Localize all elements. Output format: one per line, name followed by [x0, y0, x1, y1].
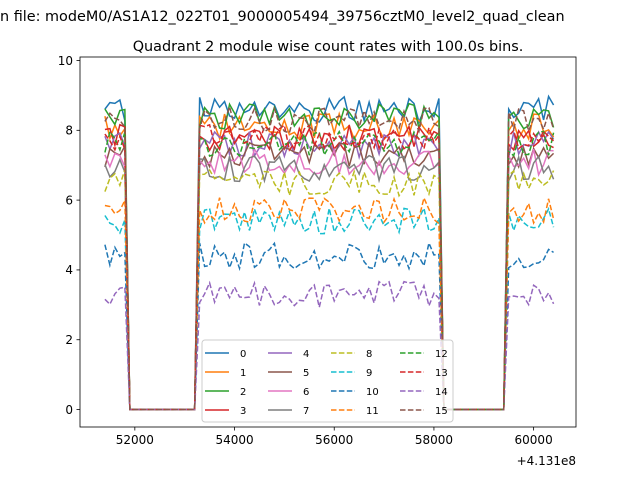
figure-suptitle: n file: modeM0/AS1A12_022T01_9000005494_… — [0, 9, 565, 25]
legend-label-10: 10 — [366, 387, 379, 398]
x-axis: 52000 54000 56000 58000 60000 — [116, 427, 553, 447]
legend-label-1: 1 — [240, 368, 246, 379]
legend-label-2: 2 — [240, 387, 246, 398]
legend-frame — [201, 339, 454, 423]
x-tick-label: 58000 — [415, 433, 453, 447]
x-tick-label: 56000 — [315, 433, 353, 447]
y-tick-label: 4 — [65, 263, 73, 277]
y-tick-label: 2 — [65, 333, 73, 347]
plot-frame — [79, 56, 577, 428]
legend-label-15: 15 — [435, 406, 448, 417]
series-line-13 — [104, 123, 555, 411]
y-axis: 0 2 4 6 8 10 — [58, 54, 80, 417]
legend-label-0: 0 — [240, 349, 246, 360]
legend-label-5: 5 — [303, 368, 309, 379]
chart-title: Quadrant 2 module wise count rates with … — [133, 39, 524, 55]
legend-label-11: 11 — [366, 406, 379, 417]
legend-label-7: 7 — [303, 406, 309, 417]
x-tick-label: 60000 — [515, 433, 553, 447]
series-lines — [104, 94, 555, 411]
legend-label-12: 12 — [435, 349, 448, 360]
legend-label-14: 14 — [435, 387, 448, 398]
x-axis-offset-label: +4.131e8 — [517, 454, 576, 468]
y-tick-label: 0 — [65, 403, 73, 417]
legend-label-8: 8 — [366, 349, 372, 360]
legend-label-6: 6 — [303, 387, 309, 398]
series-line-15 — [104, 104, 555, 411]
legend-label-13: 13 — [435, 368, 448, 379]
y-tick-label: 8 — [65, 124, 73, 138]
x-tick-label: 52000 — [116, 433, 154, 447]
legend-label-4: 4 — [303, 349, 309, 360]
legend-label-9: 9 — [366, 368, 372, 379]
y-tick-label: 6 — [65, 193, 73, 207]
x-tick-label: 54000 — [215, 433, 253, 447]
legend-label-3: 3 — [240, 406, 246, 417]
y-tick-label: 10 — [58, 54, 73, 68]
